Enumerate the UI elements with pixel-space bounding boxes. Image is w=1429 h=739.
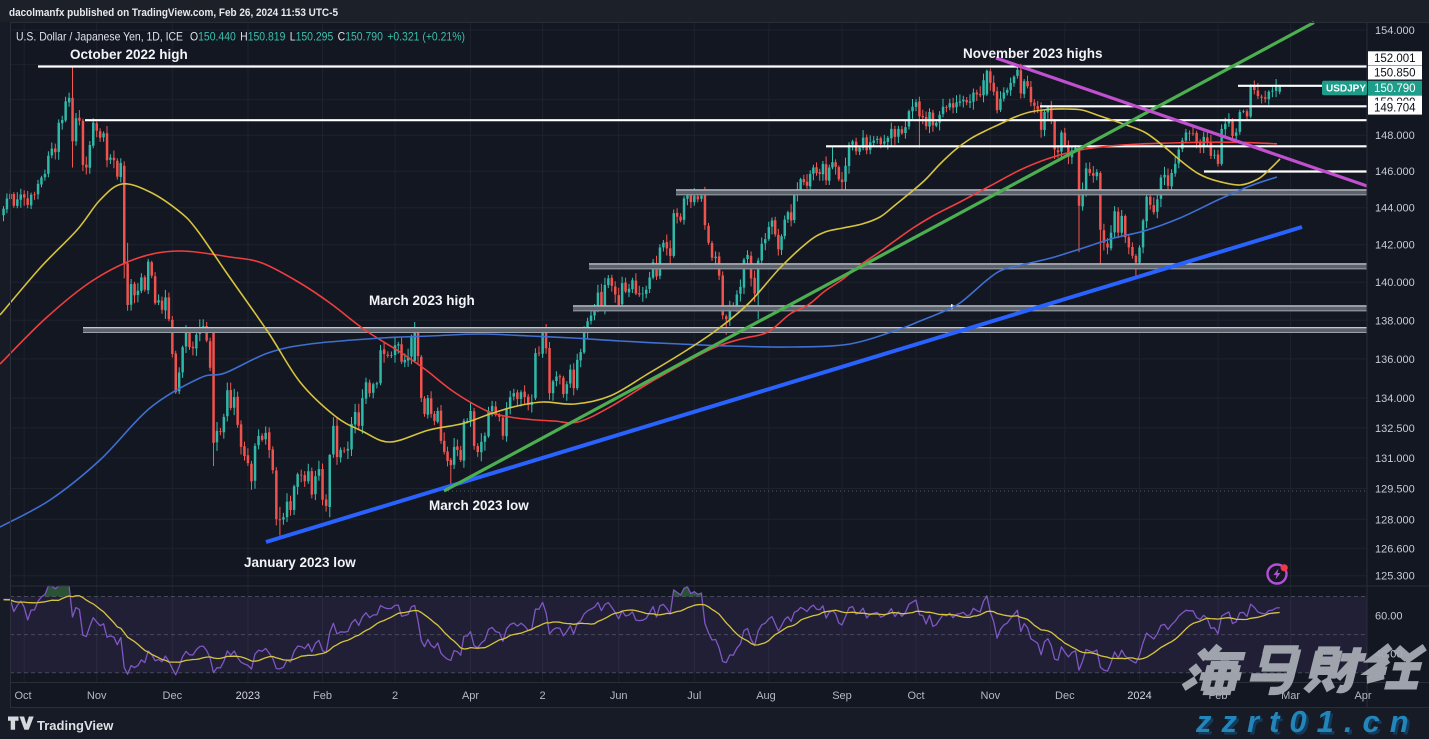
svg-text:129.500: 129.500 <box>1375 484 1415 496</box>
svg-text:Nov: Nov <box>981 690 1001 702</box>
svg-text:TradingView: TradingView <box>37 718 114 733</box>
svg-text:zzrt01.cn: zzrt01.cn <box>1195 704 1419 739</box>
svg-text:dacolmanfx published on Tradin: dacolmanfx published on TradingView.com,… <box>9 7 338 19</box>
svg-text:150.009: 150.009 <box>1374 97 1416 109</box>
svg-text:March 2023 high: March 2023 high <box>369 293 475 308</box>
svg-text:125.300: 125.300 <box>1375 571 1415 583</box>
svg-text:Nov: Nov <box>87 690 107 702</box>
svg-text:131.000: 131.000 <box>1375 453 1415 465</box>
svg-text:2: 2 <box>540 690 546 702</box>
svg-text:2024: 2024 <box>1127 690 1151 702</box>
svg-text:128.000: 128.000 <box>1375 514 1415 526</box>
svg-text:Oct: Oct <box>14 690 31 702</box>
svg-text:154.000: 154.000 <box>1375 25 1415 37</box>
svg-text:January 2023 low: January 2023 low <box>244 555 356 570</box>
svg-text:132.500: 132.500 <box>1375 423 1415 435</box>
svg-text:Jun: Jun <box>610 690 628 702</box>
svg-text:150.790: 150.790 <box>1374 83 1416 95</box>
svg-text:152.001: 152.001 <box>1374 53 1416 65</box>
svg-text:Sep: Sep <box>832 690 852 702</box>
svg-text:146.000: 146.000 <box>1375 166 1415 178</box>
svg-text:126.600: 126.600 <box>1375 543 1415 555</box>
svg-text:142.000: 142.000 <box>1375 240 1415 252</box>
svg-text:Jul: Jul <box>687 690 701 702</box>
svg-text:Oct: Oct <box>907 690 924 702</box>
svg-text:144.000: 144.000 <box>1375 203 1415 215</box>
svg-text:Feb: Feb <box>313 690 332 702</box>
svg-text:Aug: Aug <box>756 690 776 702</box>
svg-text:140.000: 140.000 <box>1375 277 1415 289</box>
svg-text:Dec: Dec <box>1055 690 1075 702</box>
svg-text:March 2023 low: March 2023 low <box>429 498 529 513</box>
svg-text:134.000: 134.000 <box>1375 393 1415 405</box>
svg-text:148.000: 148.000 <box>1375 130 1415 142</box>
svg-text:October 2022 high: October 2022 high <box>70 47 188 62</box>
svg-text:138.000: 138.000 <box>1375 315 1415 327</box>
svg-text:Apr: Apr <box>1354 690 1371 702</box>
svg-text:November 2023 highs: November 2023 highs <box>963 46 1103 61</box>
svg-text:136.000: 136.000 <box>1375 354 1415 366</box>
svg-text:Mar: Mar <box>1281 690 1300 702</box>
svg-text:Dec: Dec <box>163 690 183 702</box>
svg-text:Apr: Apr <box>462 690 479 702</box>
svg-text:150.850: 150.850 <box>1374 68 1416 80</box>
svg-text:60.00: 60.00 <box>1375 611 1403 623</box>
svg-text:zzrt01.cn: zzrt01.cn <box>1198 707 1422 739</box>
svg-text:2023: 2023 <box>236 690 260 702</box>
svg-text:USDJPY: USDJPY <box>1326 84 1366 95</box>
svg-text:U.S. Dollar / Japanese Yen, 1D: U.S. Dollar / Japanese Yen, 1D, ICEO150.… <box>16 30 465 44</box>
svg-text:149.704: 149.704 <box>1374 103 1416 115</box>
svg-text:2: 2 <box>392 690 398 702</box>
